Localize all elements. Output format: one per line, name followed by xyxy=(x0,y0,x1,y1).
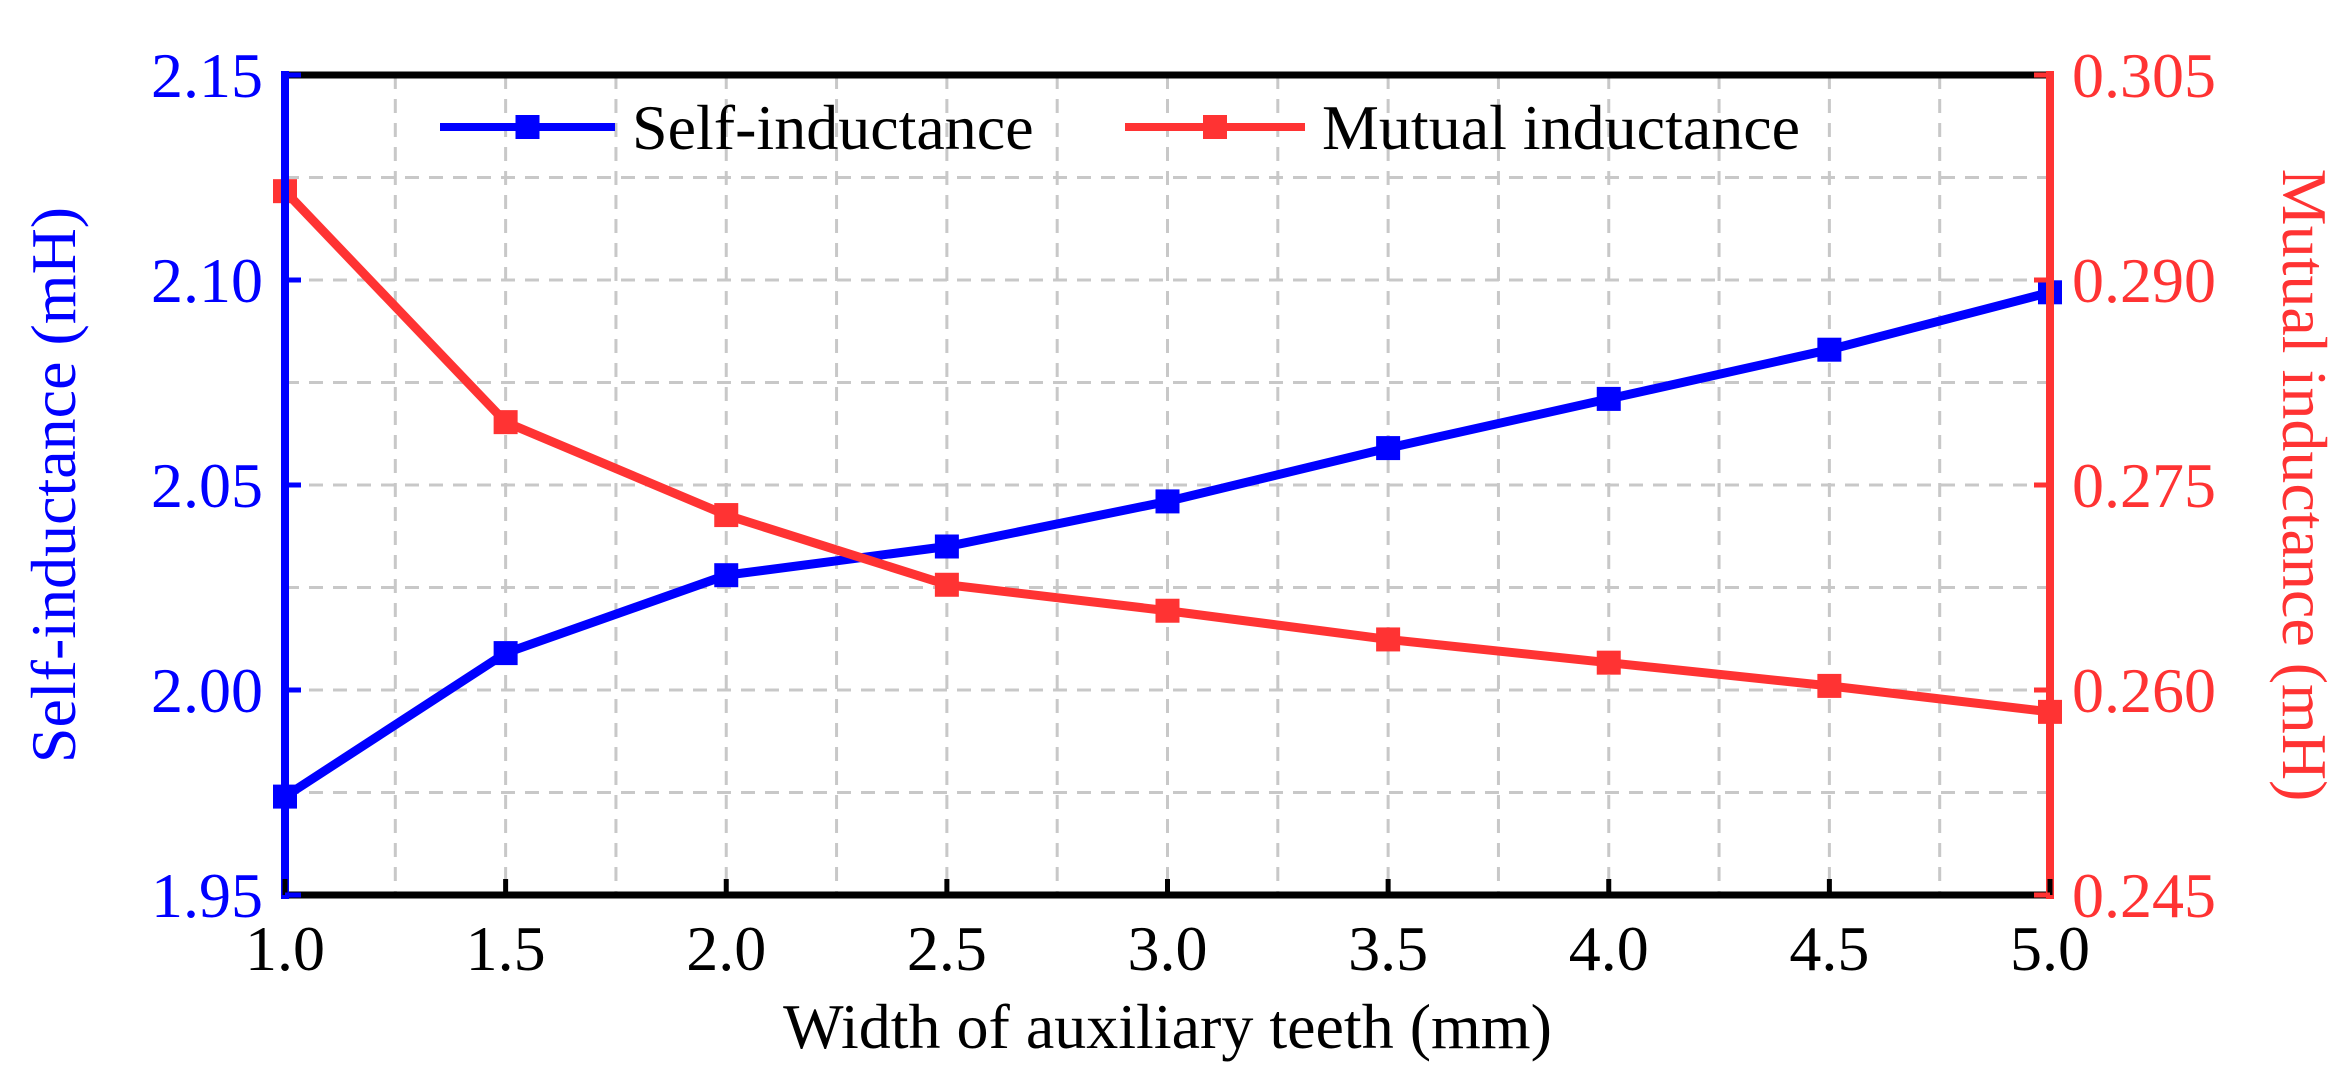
data-point-self-inductance xyxy=(714,563,739,588)
left-y-tick-label: 2.10 xyxy=(151,245,263,316)
left-y-tick-label: 2.05 xyxy=(151,450,263,521)
right-y-tick-label: 0.305 xyxy=(2072,40,2216,111)
x-tick-label: 3.0 xyxy=(1128,913,1208,984)
ticks: 1.0 1.5 2.0 2.5 3.0 3.5 4.0 4.5 5.0 1.95 2.00 2.05 2… xyxy=(151,40,2216,984)
data-point-mutual-inductance xyxy=(1376,627,1401,652)
data-point-self-inductance xyxy=(934,534,959,559)
x-tick-label: 1.0 xyxy=(245,913,325,984)
data-point-self-inductance xyxy=(1817,337,1842,362)
x-tick-label: 5.0 xyxy=(2010,913,2090,984)
data-point-mutual-inductance xyxy=(1155,598,1180,623)
x-axis-title: Width of auxiliary teeth (mm) xyxy=(783,991,1552,1062)
right-y-tick-label: 0.290 xyxy=(2072,245,2216,316)
x-tick-label: 2.5 xyxy=(907,913,987,984)
legend-marker-mutual-inductance xyxy=(1203,115,1227,139)
data-point-mutual-inductance xyxy=(1817,673,1842,698)
data-point-mutual-inductance xyxy=(934,572,959,597)
left-axis-title: Self-inductance (mH) xyxy=(18,207,89,763)
left-y-tick-label: 2.00 xyxy=(151,655,263,726)
right-y-tick-label: 0.260 xyxy=(2072,655,2216,726)
x-tick-label: 4.5 xyxy=(1789,913,1869,984)
right-y-tick-label: 0.245 xyxy=(2072,860,2216,931)
legend: Self-inductance Mutual inductance xyxy=(440,92,1800,163)
data-point-mutual-inductance xyxy=(493,410,518,435)
data-point-self-inductance xyxy=(1376,436,1401,461)
right-axis-title: Mutual inductance (mH) xyxy=(2269,169,2340,802)
x-tick-label: 4.0 xyxy=(1569,913,1649,984)
x-tick-label: 1.5 xyxy=(466,913,546,984)
x-tick-label: 3.5 xyxy=(1348,913,1428,984)
series-layer xyxy=(273,179,2062,809)
x-tick-label: 2.0 xyxy=(686,913,766,984)
data-point-mutual-inductance xyxy=(1596,650,1621,675)
legend-label-mutual-inductance: Mutual inductance xyxy=(1322,92,1800,163)
legend-label-self-inductance: Self-inductance xyxy=(632,92,1034,163)
data-point-self-inductance xyxy=(493,641,518,666)
data-point-mutual-inductance xyxy=(714,503,739,528)
right-y-tick-label: 0.275 xyxy=(2072,450,2216,521)
data-point-self-inductance xyxy=(1596,386,1621,411)
left-y-tick-label: 2.15 xyxy=(151,40,263,111)
grid xyxy=(285,75,2050,895)
data-point-self-inductance xyxy=(1155,489,1180,514)
left-y-tick-label: 1.95 xyxy=(151,860,263,931)
legend-marker-self-inductance xyxy=(515,115,540,139)
